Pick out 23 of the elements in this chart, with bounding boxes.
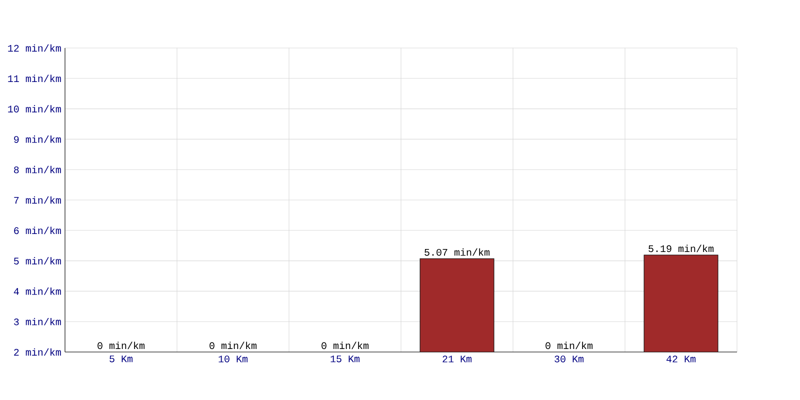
y-tick-label: 11 min/km: [8, 74, 61, 82]
text: 0 min/km: [322, 342, 368, 350]
text: 0 min/km: [98, 342, 144, 350]
y-tick-label: 8 min/km: [14, 166, 61, 174]
x-tick-label: 10 Km: [218, 356, 248, 362]
x-tick-label: 5 Km: [110, 356, 132, 362]
y-tick-label: 3 min/km: [14, 318, 61, 326]
y-tick-label: 4 min/km: [14, 288, 61, 295]
text: 0 min/km: [546, 342, 592, 350]
y-tick-label: 5 min/km: [14, 257, 61, 264]
data-label: 5.07 min/km: [424, 248, 490, 256]
y-tick-label: 6 min/km: [14, 226, 61, 234]
x-tick-label: 42 Km: [666, 356, 696, 362]
data-label: 5.19 min/km: [648, 244, 714, 252]
y-tick-label: 2 min/km: [14, 348, 61, 356]
y-tick-label: 7 min/km: [14, 196, 61, 204]
y-tick-label: 10 min/km: [8, 105, 61, 112]
text: 0 min/km: [210, 342, 256, 350]
x-tick-label: 21 Km: [442, 356, 472, 362]
y-tick-label: 12 min/km: [8, 44, 61, 52]
x-tick-label: 30 Km: [554, 356, 584, 362]
x-tick-label: 15 Km: [330, 356, 360, 362]
y-tick-label: 9 min/km: [14, 136, 61, 143]
